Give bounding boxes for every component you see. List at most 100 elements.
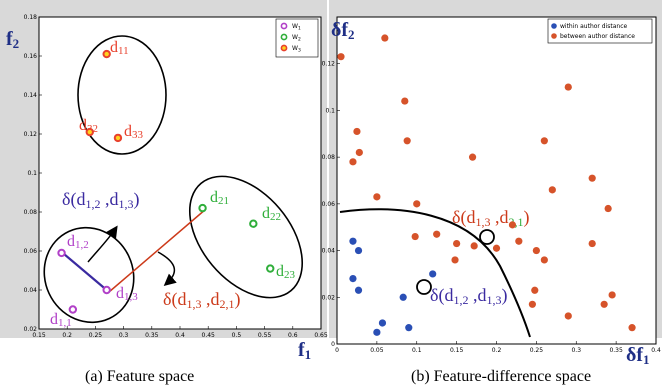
right-point-between-author-distance (600, 300, 608, 308)
right-point-between-author-distance (451, 256, 459, 264)
right-point-between-author-distance (540, 256, 548, 264)
right-point-between-author-distance (528, 300, 536, 308)
left-y-tick-label: 0.16 (24, 53, 38, 60)
left-y-tick-label: 0.12 (24, 131, 38, 138)
right-point-between-author-distance (588, 174, 596, 182)
right-point-within-author-distance (378, 319, 387, 327)
right-x-tick-label: 0 (335, 347, 339, 354)
left-y-tick-label: 0.14 (24, 92, 38, 99)
right-point-between-author-distance (468, 153, 477, 161)
right-point-between-author-distance (564, 83, 572, 91)
right-points (337, 34, 636, 336)
right-x-tick-label: 0.25 (530, 347, 544, 354)
right-point-between-author-distance (508, 221, 517, 229)
right-point-between-author-distance (604, 204, 612, 213)
left-x-axis-label: f1 (298, 339, 311, 362)
left-y-tick-label: 0.18 (24, 14, 38, 21)
left-point-w3 (102, 49, 111, 59)
right-x-tick-label: 0.2 (492, 347, 502, 354)
caption-left: (a) Feature space (85, 368, 194, 385)
left-x-tick-label: 0.45 (202, 332, 216, 339)
right-legend: within author distance between author di… (547, 18, 653, 44)
right-point-between-author-distance (608, 291, 616, 299)
right-y-tick-label: 0.12 (322, 61, 336, 68)
right-point-within-author-distance (429, 270, 437, 278)
arrow-delta-between (157, 251, 177, 286)
left-points (57, 49, 275, 314)
left-point-w2 (249, 219, 258, 228)
left-legend: W1 W2 W3 (275, 18, 319, 58)
legend-marker-w1 (280, 22, 288, 30)
right-y-tick-label: 0.08 (322, 154, 336, 161)
highlight-ring-within (416, 279, 432, 295)
legend-marker-between (551, 33, 557, 39)
arrow-delta-within (87, 225, 118, 263)
right-x-tick-label: 0.05 (370, 347, 384, 354)
right-point-between-author-distance (413, 200, 421, 208)
left-point-w2 (198, 203, 207, 213)
left-y-tick-label: 0.1 (27, 170, 37, 177)
right-y-tick-label: 0 (331, 341, 335, 348)
right-y-tick-label: 0.02 (322, 294, 336, 301)
left-y-tick-label: 0.08 (24, 209, 38, 216)
right-point-within-author-distance (349, 237, 357, 245)
right-point-between-author-distance (453, 239, 461, 248)
right-axis-ticks: 0 0.05 0.1 0.15 0.2 0.25 0.3 0.35 0.4 0 0.02 0.04 0.… (322, 61, 661, 354)
left-y-tick-label: 0.04 (24, 287, 38, 294)
left-x-tick-label: 0.15 (32, 332, 46, 339)
left-point-w3 (85, 127, 94, 137)
left-point-w1 (68, 305, 78, 314)
legend-label-w1: W1 (292, 23, 301, 32)
right-point-between-author-distance (540, 137, 548, 145)
right-point-between-author-distance (411, 232, 419, 241)
right-point-within-author-distance (399, 293, 407, 301)
right-point-between-author-distance (515, 237, 523, 245)
right-point-between-author-distance (628, 324, 636, 332)
left-x-tick-label: 0.25 (89, 332, 103, 339)
right-point-between-author-distance (353, 127, 361, 136)
right-x-tick-label: 0.1 (412, 347, 422, 354)
legend-label-within: within author distance (560, 23, 628, 30)
right-point-within-author-distance (349, 275, 357, 283)
left-x-tick-label: 0.5 (232, 332, 242, 339)
right-y-tick-label: 0.1 (325, 107, 335, 114)
right-x-tick-label: 0.4 (651, 347, 661, 354)
right-point-between-author-distance (403, 137, 411, 145)
right-point-between-author-distance (564, 312, 572, 320)
caption-right: (b) Feature-difference space (411, 368, 591, 385)
right-point-between-author-distance (381, 34, 389, 42)
distance-line-d13-d21 (108, 208, 207, 293)
left-point-w3 (113, 133, 123, 143)
right-point-between-author-distance (433, 230, 441, 238)
right-point-between-author-distance (355, 148, 363, 157)
right-y-tick-label: 0.06 (322, 201, 336, 208)
cluster-ellipse-w3 (77, 35, 167, 155)
right-y-tick-label: 0.04 (322, 248, 336, 255)
right-point-between-author-distance (470, 242, 478, 250)
left-x-tick-label: 0.4 (175, 332, 185, 339)
right-point-within-author-distance (354, 286, 363, 294)
distance-line-d12-d13 (63, 253, 110, 293)
right-x-tick-label: 0.3 (571, 347, 581, 354)
left-point-w1 (57, 248, 66, 258)
right-plot-area (336, 16, 657, 345)
decision-boundary-curve (339, 208, 531, 338)
left-plot-area (38, 16, 322, 330)
right-point-between-author-distance (492, 244, 501, 252)
cluster-ellipse-w1 (43, 226, 135, 324)
left-x-tick-label: 0.3 (119, 332, 129, 339)
right-point-between-author-distance (588, 239, 596, 248)
left-x-tick-label: 0.6 (288, 332, 298, 339)
left-y-tick-label: 0.02 (24, 326, 38, 333)
right-point-between-author-distance (532, 246, 540, 255)
left-x-tick-label: 0.55 (258, 332, 272, 339)
legend-marker-w3 (280, 44, 288, 52)
right-point-between-author-distance (531, 286, 539, 294)
left-axis-ticks: 0.15 0.2 0.25 0.3 0.35 0.4 0.45 0.5 0.55 0.6 0.65 0… (24, 14, 328, 339)
right-point-within-author-distance (405, 324, 413, 332)
right-point-between-author-distance (337, 53, 345, 61)
highlight-ring-between (479, 229, 495, 245)
left-y-tick-label: 0.06 (24, 248, 38, 255)
right-point-between-author-distance (548, 186, 556, 194)
